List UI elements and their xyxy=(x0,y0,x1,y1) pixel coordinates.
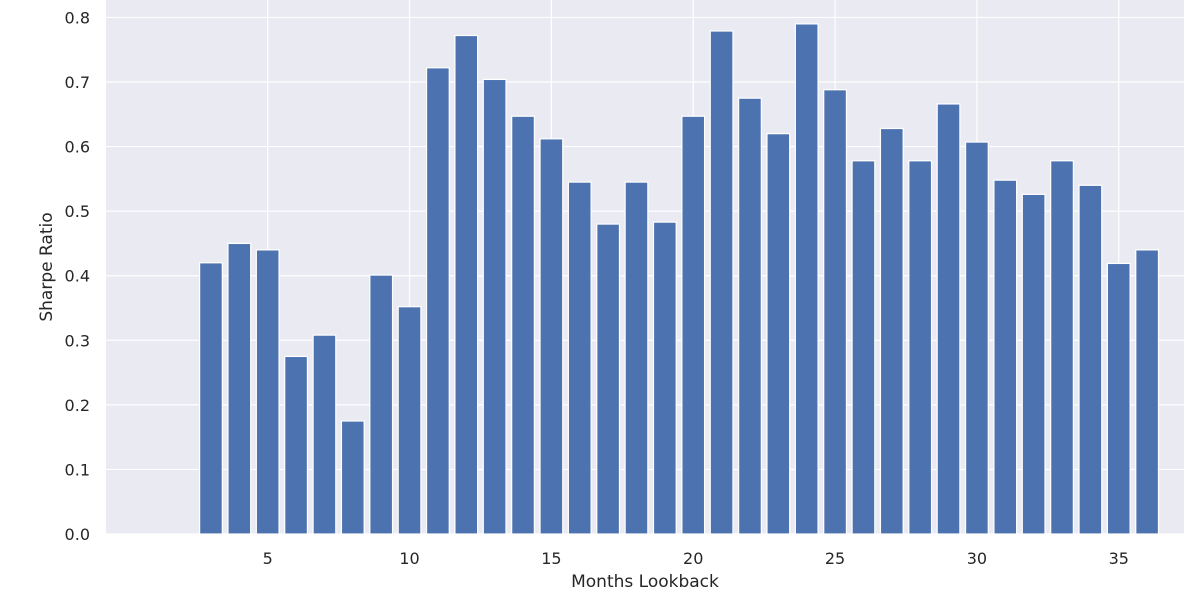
bar xyxy=(1050,160,1074,535)
bars xyxy=(199,23,1160,535)
y-tick-label: 0.1 xyxy=(65,460,90,479)
bar xyxy=(199,262,223,535)
y-tick-label: 0.7 xyxy=(65,73,90,92)
bar xyxy=(738,97,762,535)
bar xyxy=(879,127,904,535)
bar xyxy=(709,30,734,535)
bar xyxy=(482,78,507,535)
bar xyxy=(227,242,252,535)
x-tick-labels: 5 10 15 20 25 30 35 xyxy=(263,549,1129,568)
bar xyxy=(596,223,621,535)
y-tick-label: 0.0 xyxy=(65,525,90,544)
x-tick-label: 30 xyxy=(967,549,987,568)
x-tick-label: 15 xyxy=(541,549,561,568)
bar xyxy=(369,274,394,535)
bar xyxy=(823,89,848,535)
x-tick-label: 5 xyxy=(263,549,273,568)
y-tick-label: 0.5 xyxy=(65,202,90,221)
x-tick-label: 20 xyxy=(683,549,703,568)
bar xyxy=(908,160,933,535)
bar xyxy=(340,420,365,535)
bar xyxy=(284,355,309,535)
bar xyxy=(397,306,422,535)
bar xyxy=(511,115,535,535)
y-tick-label: 0.8 xyxy=(65,8,90,27)
y-tick-label: 0.6 xyxy=(65,138,90,157)
bar xyxy=(766,133,791,535)
bar xyxy=(1021,193,1046,535)
bar xyxy=(425,67,450,535)
bar xyxy=(1106,262,1131,535)
x-tick-label: 25 xyxy=(825,549,845,568)
bar xyxy=(1078,184,1103,535)
bar xyxy=(567,181,592,535)
bar xyxy=(993,179,1018,535)
bar xyxy=(312,334,337,535)
y-tick-label: 0.2 xyxy=(65,396,90,415)
bar xyxy=(1135,249,1160,535)
bar xyxy=(624,181,649,535)
y-tick-labels: 0.0 0.1 0.2 0.3 0.4 0.5 0.6 0.7 0.8 xyxy=(65,8,90,544)
x-tick-label: 35 xyxy=(1109,549,1129,568)
bar xyxy=(539,138,564,535)
bar xyxy=(964,141,989,535)
x-tick-label: 10 xyxy=(399,549,419,568)
bar xyxy=(454,34,479,535)
bar xyxy=(652,221,677,535)
y-tick-label: 0.4 xyxy=(65,267,90,286)
bar xyxy=(851,160,876,535)
y-axis-label: Sharpe Ratio xyxy=(37,212,57,321)
x-axis-label: Months Lookback xyxy=(571,572,719,592)
bar xyxy=(255,249,280,535)
bar xyxy=(681,115,706,535)
bar xyxy=(936,103,961,535)
bar xyxy=(794,23,819,535)
y-tick-label: 0.3 xyxy=(65,331,90,350)
